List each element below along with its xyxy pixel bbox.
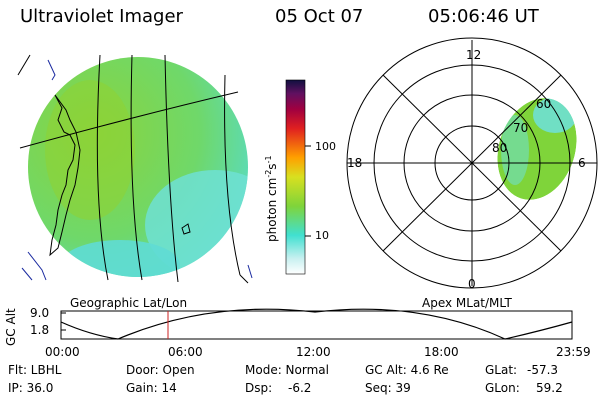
mlt-label-18: 18 — [347, 156, 363, 170]
geographic-caption: Geographic Lat/Lon — [70, 296, 188, 310]
colorbar-tick-10: 10 — [315, 229, 329, 242]
intensity-colorbar — [285, 79, 311, 275]
gc-alt-status: GC Alt: 4.6 Re — [365, 363, 449, 377]
colorbar-unit-label: photon cm-2s-1 — [264, 155, 279, 242]
mlt-label-6: 6 — [578, 156, 586, 170]
time-tick-0000: 00:00 — [45, 345, 80, 359]
time-tick-1200: 12:00 — [296, 345, 331, 359]
seq-status: Seq: 39 — [365, 381, 411, 395]
glat-value: -57.3 — [527, 363, 559, 377]
filter-status: Flt: LBHL — [8, 363, 62, 377]
mlt-label-0: 0 — [468, 277, 476, 291]
time-tick-2359: 23:59 — [556, 345, 591, 359]
apex-caption: Apex MLat/MLT — [422, 296, 512, 310]
geographic-image — [17, 54, 253, 284]
app-title: Ultraviolet Imager — [20, 6, 183, 27]
altitude-ylabel: GC Alt — [4, 308, 18, 346]
polar-plot — [346, 37, 598, 289]
colorbar-tick-100: 100 — [315, 140, 336, 153]
ip-status: IP: 36.0 — [8, 381, 54, 395]
time-tick-0600: 06:00 — [168, 345, 203, 359]
glon-value: 59.2 — [536, 381, 563, 395]
time-tick-1800: 18:00 — [424, 345, 459, 359]
glat-label: GLat: — [485, 363, 518, 377]
altitude-ytick-9: 9.0 — [30, 306, 50, 320]
glon-label: GLon: — [485, 381, 520, 395]
door-status: Door: Open — [126, 363, 195, 377]
mode-status: Mode: Normal — [245, 363, 329, 377]
altitude-plot — [60, 308, 573, 340]
gain-status: Gain: 14 — [126, 381, 177, 395]
altitude-ytick-1-8: 1.8 — [30, 323, 50, 337]
mlt-label-12: 12 — [466, 48, 482, 62]
dsp-label: Dsp: — [245, 381, 273, 395]
lat-label-80: 80 — [492, 141, 508, 155]
observation-time: 05:06:46 UT — [428, 6, 539, 27]
lat-label-70: 70 — [513, 121, 529, 135]
lat-label-60: 60 — [536, 97, 552, 111]
dsp-value: -6.2 — [288, 381, 312, 395]
observation-date: 05 Oct 07 — [275, 6, 364, 27]
